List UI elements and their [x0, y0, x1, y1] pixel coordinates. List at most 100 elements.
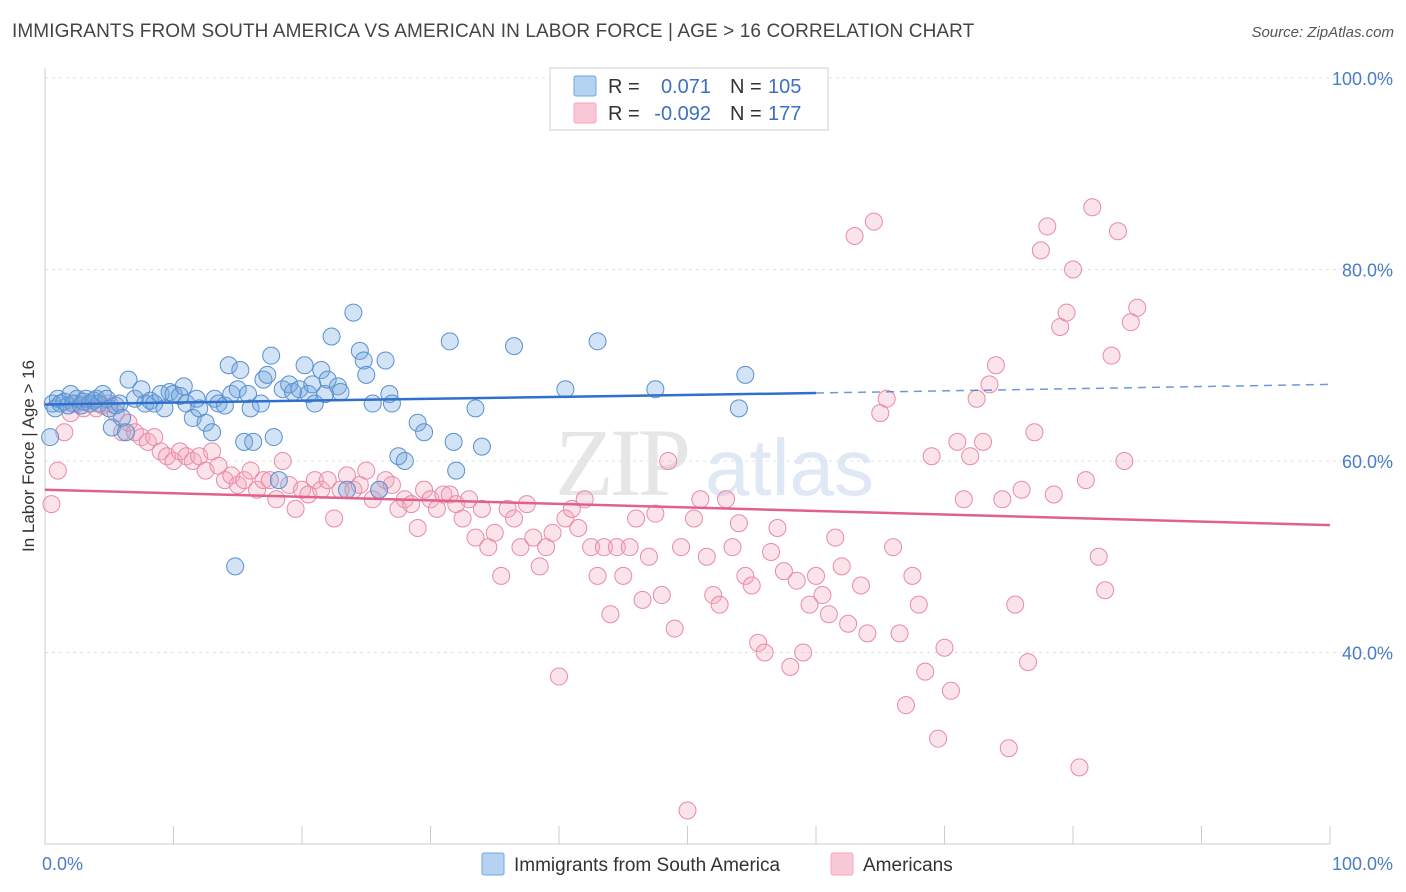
point-americans-137: [922, 447, 941, 466]
point-immigrants-49: [228, 380, 247, 399]
y-tick-label-0: 40.0%: [1342, 644, 1393, 664]
point-americans-99: [678, 801, 697, 820]
point-americans-139: [935, 638, 954, 657]
point-americans-64: [453, 509, 472, 528]
point-americans-38: [286, 499, 305, 518]
point-americans-94: [646, 504, 665, 523]
point-americans-153: [1025, 423, 1044, 442]
point-americans-131: [884, 538, 903, 557]
point-immigrants-74: [331, 383, 350, 402]
point-americans-32: [248, 480, 267, 499]
point-immigrants-23: [113, 408, 132, 427]
point-immigrants-55: [251, 394, 270, 413]
point-americans-109: [742, 576, 761, 595]
point-americans-162: [1083, 198, 1102, 217]
point-americans-84: [582, 538, 601, 557]
point-americans-161: [1076, 471, 1095, 490]
watermark-zip: ZIP: [555, 409, 688, 516]
bottom-legend-swatch-blue: [481, 852, 505, 876]
point-immigrants-88: [415, 423, 434, 442]
trend-line-immigrants: [44, 391, 817, 406]
point-americans-113: [768, 519, 787, 538]
point-americans-122: [826, 528, 845, 547]
point-immigrants-72: [322, 327, 341, 346]
point-americans-125: [845, 226, 864, 245]
point-immigrants-50: [231, 361, 250, 380]
point-americans-95: [652, 586, 671, 605]
point-americans-111: [755, 643, 774, 662]
bottom-legend-label-blue: Immigrants from South America: [514, 855, 781, 876]
point-immigrants-57: [258, 365, 277, 384]
point-americans-114: [774, 562, 793, 581]
source-label: Source: ZipAtlas.com: [1251, 24, 1394, 41]
point-americans-121: [819, 605, 838, 624]
point-americans-66: [466, 528, 485, 547]
point-americans-85: [588, 566, 607, 585]
point-immigrants-59: [264, 428, 283, 447]
point-americans-57: [408, 519, 427, 538]
point-americans-56: [402, 495, 421, 514]
point-americans-1: [48, 461, 67, 480]
point-americans-82: [569, 519, 588, 538]
point-americans-141: [948, 432, 967, 451]
point-immigrants-86: [395, 452, 414, 470]
point-americans-107: [729, 514, 748, 533]
point-americans-78: [543, 523, 562, 542]
point-immigrants-53: [241, 399, 260, 418]
legend-swatch-blue: [573, 75, 597, 97]
legend-n-value-1: 177: [768, 103, 801, 125]
point-immigrants-79: [357, 365, 376, 384]
point-immigrants-60: [269, 471, 288, 490]
point-americans-108: [736, 566, 755, 585]
trend-line-immigrants-extension: [815, 383, 1331, 394]
point-americans-158: [1057, 303, 1076, 322]
point-immigrants-32: [155, 399, 174, 418]
point-americans-91: [627, 509, 646, 528]
point-americans-88: [607, 538, 626, 557]
point-americans-127: [858, 624, 877, 643]
point-americans-156: [1044, 485, 1063, 504]
point-immigrants-24: [116, 423, 135, 442]
point-americans-31: [241, 461, 260, 480]
point-americans-61: [434, 485, 453, 504]
series-immigrants-from-south-america: [41, 303, 755, 576]
point-americans-133: [896, 696, 915, 715]
point-immigrants-69: [312, 361, 331, 380]
point-americans-169: [1128, 298, 1147, 317]
point-americans-72: [505, 509, 524, 528]
point-immigrants-94: [505, 337, 524, 356]
point-americans-138: [929, 729, 948, 748]
point-americans-155: [1038, 217, 1057, 236]
point-immigrants-76: [344, 303, 363, 322]
point-americans-115: [781, 657, 800, 676]
point-immigrants-44: [209, 394, 228, 413]
point-immigrants-96: [588, 332, 607, 351]
point-americans-124: [839, 614, 858, 633]
y-tick-labels: 40.0% 60.0% 80.0% 100.0%: [1332, 69, 1393, 664]
point-americans-126: [851, 576, 870, 595]
point-americans-103: [704, 586, 723, 605]
point-americans-159: [1064, 260, 1082, 279]
point-immigrants-54: [244, 432, 263, 451]
legend-n-value-0: 105: [768, 76, 801, 98]
point-americans-33: [254, 471, 273, 490]
point-americans-65: [460, 490, 479, 509]
point-immigrants-48: [226, 557, 245, 576]
point-americans-151: [1012, 480, 1031, 499]
point-americans-97: [665, 619, 684, 638]
point-immigrants-0: [41, 428, 60, 447]
point-immigrants-71: [318, 370, 337, 389]
point-immigrants-25: [119, 370, 138, 389]
point-americans-163: [1089, 547, 1108, 566]
bottom-legend: Immigrants from South America Americans: [481, 852, 953, 876]
point-immigrants-78: [354, 351, 373, 370]
point-americans-140: [941, 681, 960, 700]
point-immigrants-98: [729, 399, 748, 418]
point-americans-112: [762, 542, 781, 561]
point-americans-62: [440, 485, 459, 504]
legend-r-value-1: -0.092: [654, 103, 711, 125]
point-americans-123: [832, 557, 851, 576]
point-americans-73: [511, 538, 530, 557]
point-immigrants-77: [350, 341, 369, 360]
point-americans-147: [986, 356, 1005, 375]
